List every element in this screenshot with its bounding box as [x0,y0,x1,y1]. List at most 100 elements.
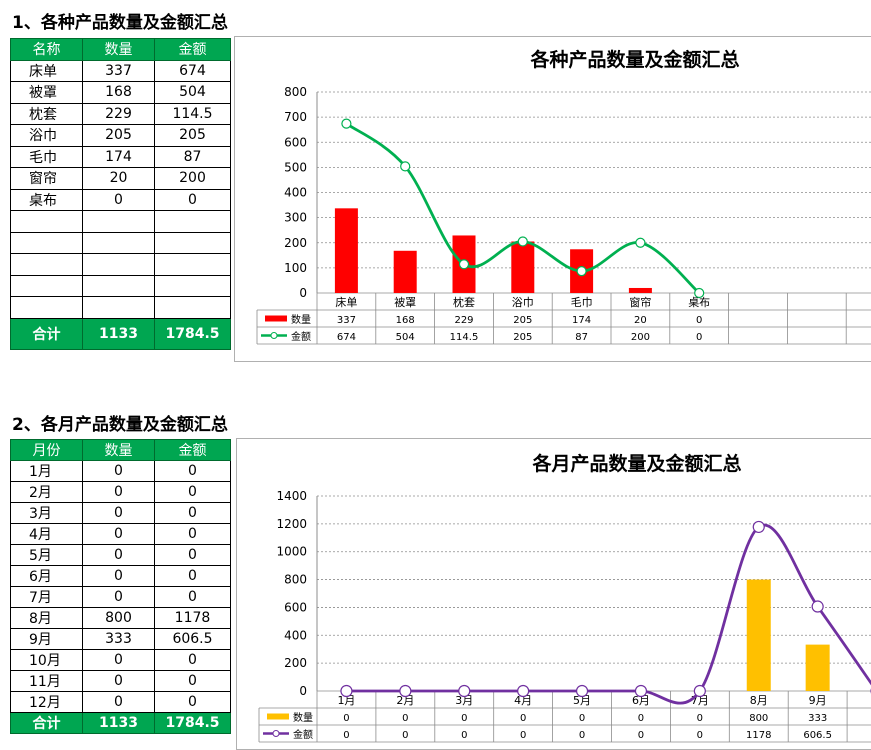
table-cell: 浴巾 [10,124,83,147]
table-row [10,210,231,233]
table-cell: 1784.5 [154,712,231,734]
data-table-value: 0 [579,730,585,741]
x-category-label: 浴巾 [512,295,534,309]
table-cell [82,274,155,297]
x-category-label: 床单 [335,295,357,309]
data-table-value: 0 [696,332,702,343]
table-row: 10月 0 0 [10,649,231,671]
table-cell: 8月 [10,607,83,629]
table-cell: 枕套 [10,102,83,125]
line-point [458,259,470,270]
data-table-value: 0 [520,713,526,724]
bar [628,287,652,293]
table-cell [82,210,155,233]
table-cell [10,274,83,297]
table-cell [82,231,155,254]
y-tick-label: 1400 [276,489,307,503]
section1-title: 1、各种产品数量及金额汇总 [12,13,228,33]
line-point [693,684,706,698]
section2-title: 2、各月产品数量及金额汇总 [12,415,228,435]
chart-data-table [256,292,871,345]
x-category-label: 窗帘 [629,295,651,309]
table-cell: 200 [154,167,231,190]
table-cell: 0 [154,502,231,524]
legend-key-bar [267,713,289,720]
table-row [10,296,231,319]
table-cell: 333 [82,628,155,650]
table-cell: 0 [82,523,155,545]
table-cell: 0 [82,670,155,692]
table-row [10,253,231,276]
table-cell: 10月 [10,649,83,671]
line-point [341,118,352,129]
table-cell: 674 [154,59,231,82]
table-cell: 0 [82,460,155,482]
legend-label: 金额 [293,728,313,741]
table-cell: 20 [82,167,155,190]
table-cell [154,274,231,297]
data-table-value: 337 [337,315,356,326]
table-row: 9月 333 606.5 [10,628,231,650]
line-point [340,684,353,698]
table-row: 被罩 168 504 [10,81,231,104]
x-category-label: 6月 [632,694,650,707]
line-point [811,600,824,613]
chart-title: 各种产品数量及金额汇总 [529,48,739,71]
table-row: 毛巾 174 87 [10,145,231,168]
table-row: 枕套 229 114.5 [10,102,231,125]
table-row: 2月 0 0 [10,481,231,503]
product-chart: 各种产品数量及金额汇总 0 100 200 300 400 500 600 700 800 床单 被罩… [234,36,871,362]
table-cell [10,231,83,254]
table-row: 4月 0 0 [10,523,231,545]
table-cell: 被罩 [10,81,83,104]
y-tick-label: 1200 [276,517,307,531]
table-row: 窗帘 20 200 [10,167,231,190]
data-table-value: 174 [572,315,591,326]
line-point [399,684,412,698]
table-cell [154,231,231,254]
y-tick-label: 300 [284,211,307,225]
data-table-value: 1178 [746,730,771,741]
x-category-label: 1月 [337,694,355,707]
data-table-value: 0 [343,713,349,724]
table-cell [10,253,83,276]
line-point [458,684,471,698]
data-table-value: 168 [396,315,415,326]
data-table-value: 800 [749,713,768,724]
x-category-label: 桌布 [688,296,710,309]
bar [334,208,358,293]
table-cell: 114.5 [154,102,231,125]
line-point [576,266,587,277]
line-point [752,520,765,534]
data-table-value: 0 [461,730,467,741]
table-cell: 数量 [82,38,155,61]
x-category-label: 枕套 [453,295,475,309]
table-cell: 0 [154,460,231,482]
table-cell [154,296,231,319]
y-tick-label: 600 [284,600,307,614]
line-point [634,684,648,698]
table-cell: 合计 [10,712,83,734]
table-cell: 0 [154,481,231,503]
table-cell: 金额 [154,439,231,461]
table-cell [82,253,155,276]
table-row: 桌布 0 0 [10,188,231,211]
table-cell: 0 [82,544,155,566]
legend-label: 金额 [291,330,311,343]
table-cell: 205 [154,124,231,147]
data-table-value: 606.5 [803,730,832,741]
table-cell: 金额 [154,38,231,61]
table-cell: 0 [82,565,155,587]
line-point [575,684,589,698]
data-table-value: 200 [631,332,650,343]
table-cell: 9月 [10,628,83,650]
data-table-value: 0 [697,713,703,724]
y-tick-label: 400 [284,628,307,642]
bar [511,241,535,293]
data-table-value: 333 [808,713,827,724]
table-cell: 12月 [10,691,83,713]
table-cell: 床单 [10,59,83,82]
y-tick-label: 0 [299,286,307,300]
table-row: 浴巾 205 205 [10,124,231,147]
chart-title: 各月产品数量及金额汇总 [531,452,741,475]
